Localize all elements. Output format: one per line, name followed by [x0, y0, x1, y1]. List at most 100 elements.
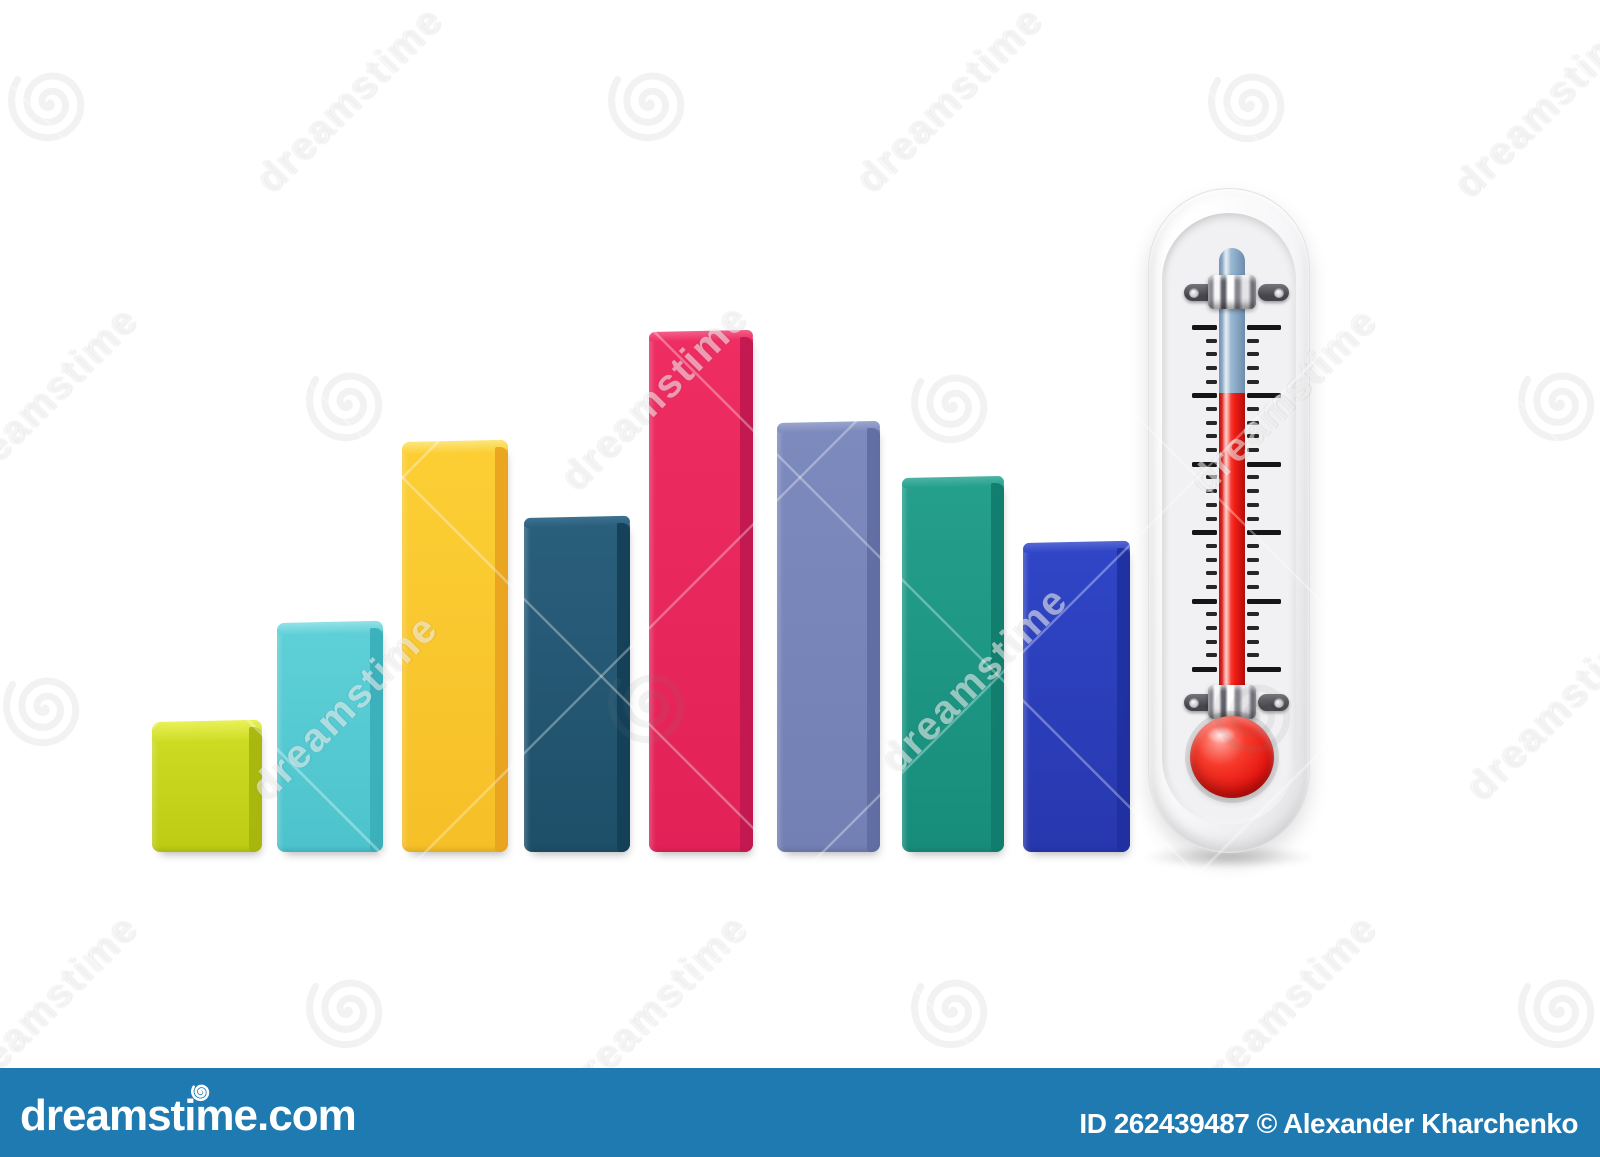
scale-tick-minor — [1247, 352, 1259, 357]
logo-text: dreamstime.com — [20, 1091, 357, 1140]
bar-side-face — [495, 447, 508, 852]
bar-top-face — [902, 475, 1004, 488]
scale-tick-minor — [1247, 653, 1259, 658]
screw-icon — [1189, 697, 1199, 708]
bar-side-face — [991, 483, 1004, 852]
scale-tick-major — [1247, 530, 1281, 536]
scale-tick-major — [1192, 461, 1217, 467]
clamp-left-wing — [1184, 694, 1215, 711]
bar-top-face — [277, 620, 383, 635]
scale-tick-major — [1192, 530, 1217, 536]
scale-tick-minor — [1247, 338, 1259, 343]
scale-tick-minor — [1247, 448, 1259, 453]
scale-tick-minor — [1247, 584, 1259, 589]
bar-periwinkle — [777, 420, 880, 852]
bar-side-face — [740, 337, 753, 852]
bar-side-face — [370, 628, 383, 852]
tube-gloss-highlight — [1219, 248, 1245, 733]
scale-tick-minor — [1247, 625, 1259, 630]
bar-cyan — [277, 620, 383, 852]
thermometer-scale — [1148, 188, 1310, 853]
scale-tick-minor — [1247, 379, 1259, 384]
dreamstime-logo: dreamstime.com — [20, 1084, 357, 1144]
scale-tick-minor — [1247, 502, 1259, 507]
scale-tick-minor — [1247, 420, 1259, 425]
scale-tick-major — [1247, 598, 1281, 604]
scale-tick-minor — [1206, 543, 1217, 548]
scale-tick-minor — [1206, 625, 1217, 630]
bar-lime — [152, 719, 262, 852]
thermometer-bulb — [1190, 716, 1274, 798]
scale-tick-minor — [1247, 475, 1259, 480]
bar-pink — [649, 329, 753, 852]
scale-tick-minor — [1206, 612, 1217, 617]
scale-tick-minor — [1247, 557, 1259, 562]
scale-tick-minor — [1206, 420, 1217, 425]
scale-tick-minor — [1206, 584, 1217, 589]
scale-tick-minor — [1247, 612, 1259, 617]
scale-tick-minor — [1206, 338, 1217, 343]
clamp-left-wing — [1184, 284, 1215, 301]
bar-top-face — [402, 439, 508, 454]
scale-tick-minor — [1206, 516, 1217, 521]
scale-tick-minor — [1206, 502, 1217, 507]
clamp-right-wing — [1258, 284, 1289, 301]
bar-yellow — [402, 439, 508, 852]
bar-top-face — [524, 515, 630, 528]
screw-icon — [1189, 287, 1199, 298]
scale-tick-minor — [1206, 475, 1217, 480]
screw-icon — [1274, 287, 1284, 298]
scale-tick-minor — [1247, 366, 1259, 371]
spiral-icon — [191, 1084, 210, 1102]
clamp-metal-band — [1208, 685, 1256, 719]
scale-tick-minor — [1206, 434, 1217, 439]
bar-steel-blue — [524, 515, 630, 852]
scale-tick-minor — [1206, 489, 1217, 494]
scale-tick-minor — [1247, 639, 1259, 644]
scale-tick-minor — [1247, 516, 1259, 521]
scale-tick-major — [1192, 393, 1217, 399]
thermometer-bottom-clamp — [1148, 685, 1310, 719]
bar-top-face — [649, 329, 753, 342]
credit-text: ID 262439487 © Alexander Kharchenko — [1079, 1108, 1578, 1139]
thermometer — [1134, 188, 1324, 869]
scale-tick-minor — [1206, 639, 1217, 644]
bulb-gloss-highlight — [1206, 726, 1236, 744]
scale-tick-minor — [1206, 557, 1217, 562]
bar-teal — [902, 475, 1004, 852]
scale-tick-minor — [1206, 571, 1217, 576]
bar-side-face — [1117, 548, 1130, 852]
bar-side-face — [617, 523, 630, 852]
scale-tick-minor — [1206, 448, 1217, 453]
bar-top-face — [1023, 540, 1130, 553]
scale-tick-minor — [1247, 571, 1259, 576]
footer-bar: dreamstime.com ID 262439487 © Alexander … — [0, 1068, 1600, 1157]
bar-royal-blue — [1023, 540, 1130, 852]
bar-top-face — [152, 719, 262, 742]
screw-icon — [1274, 697, 1284, 708]
bar-side-face — [249, 727, 262, 852]
scale-tick-major — [1192, 598, 1217, 604]
scale-tick-major — [1247, 461, 1281, 467]
clamp-right-wing — [1258, 694, 1289, 711]
scale-tick-major — [1247, 667, 1281, 672]
thermometer-top-clamp — [1148, 275, 1310, 309]
scale-tick-minor — [1206, 379, 1217, 384]
scale-tick-minor — [1206, 352, 1217, 357]
scale-tick-major — [1192, 667, 1217, 672]
scale-tick-minor — [1247, 434, 1259, 439]
scale-tick-minor — [1247, 489, 1259, 494]
scale-tick-minor — [1247, 543, 1259, 548]
scale-tick-major — [1247, 393, 1281, 399]
bar-top-face — [777, 420, 880, 433]
scale-tick-minor — [1247, 407, 1259, 412]
scale-tick-minor — [1206, 653, 1217, 658]
scale-tick-major — [1192, 325, 1217, 330]
scale-tick-minor — [1206, 366, 1217, 371]
thermometer-tube — [1219, 248, 1245, 733]
scale-tick-minor — [1206, 407, 1217, 412]
scale-tick-major — [1247, 325, 1281, 330]
clamp-metal-band — [1208, 275, 1256, 309]
